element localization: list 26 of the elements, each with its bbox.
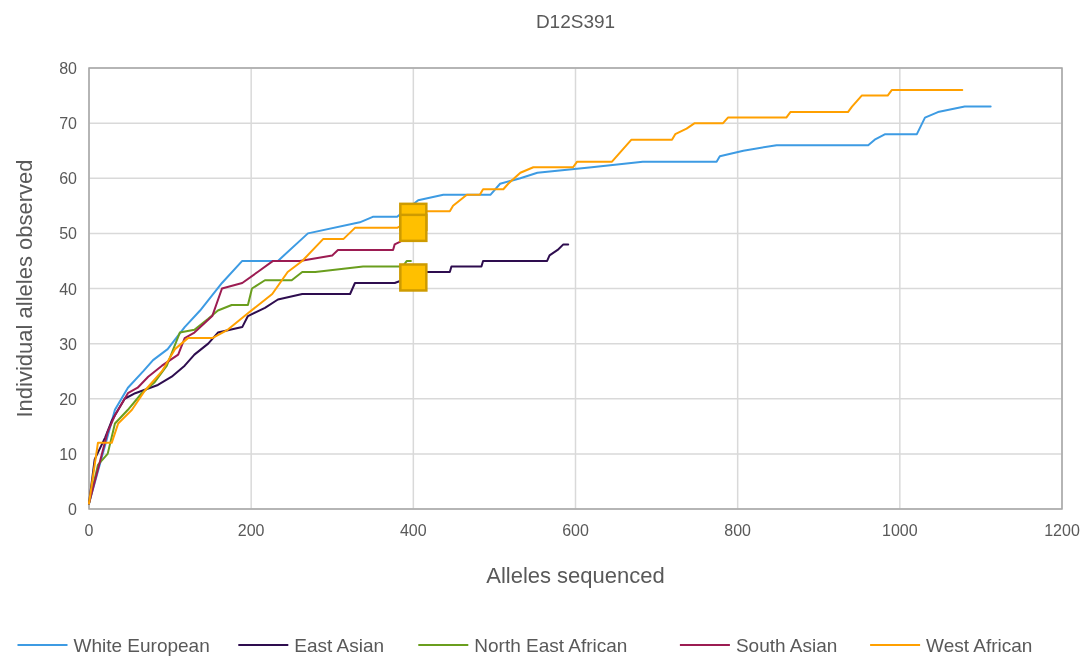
x-tick-label: 400: [399, 522, 427, 539]
x-tick-label: 600: [562, 522, 589, 539]
y-tick-label: 80: [59, 60, 78, 77]
y-tick-label: 50: [59, 225, 78, 243]
legend-label: South Asian: [735, 635, 838, 656]
x-tick-label: 200: [237, 522, 265, 539]
y-tick-label: 0: [68, 501, 78, 518]
legend-label: White European: [73, 635, 210, 656]
chart-title: D12S391: [535, 11, 616, 32]
y-tick-label: 40: [59, 280, 78, 298]
x-tick-label: 1000: [882, 522, 918, 539]
y-tick-label: 70: [59, 115, 78, 133]
legend-label: West African: [926, 635, 1033, 656]
y-tick-label: 30: [59, 335, 78, 353]
x-tick-label: 0: [84, 522, 94, 539]
point: [399, 263, 428, 292]
y-tick-label: 10: [59, 445, 78, 463]
y-axis-title: Individual alleles observed: [12, 159, 37, 418]
x-tick-label: 800: [724, 522, 752, 539]
legend-label: North East African: [474, 635, 628, 656]
y-tick-label: 60: [59, 170, 78, 188]
x-axis-title: Alleles sequenced: [486, 563, 665, 588]
y-tick-label: 20: [59, 390, 78, 408]
point: [399, 213, 428, 243]
legend-label: East Asian: [294, 635, 385, 656]
x-tick-label: 1200: [1044, 522, 1080, 539]
